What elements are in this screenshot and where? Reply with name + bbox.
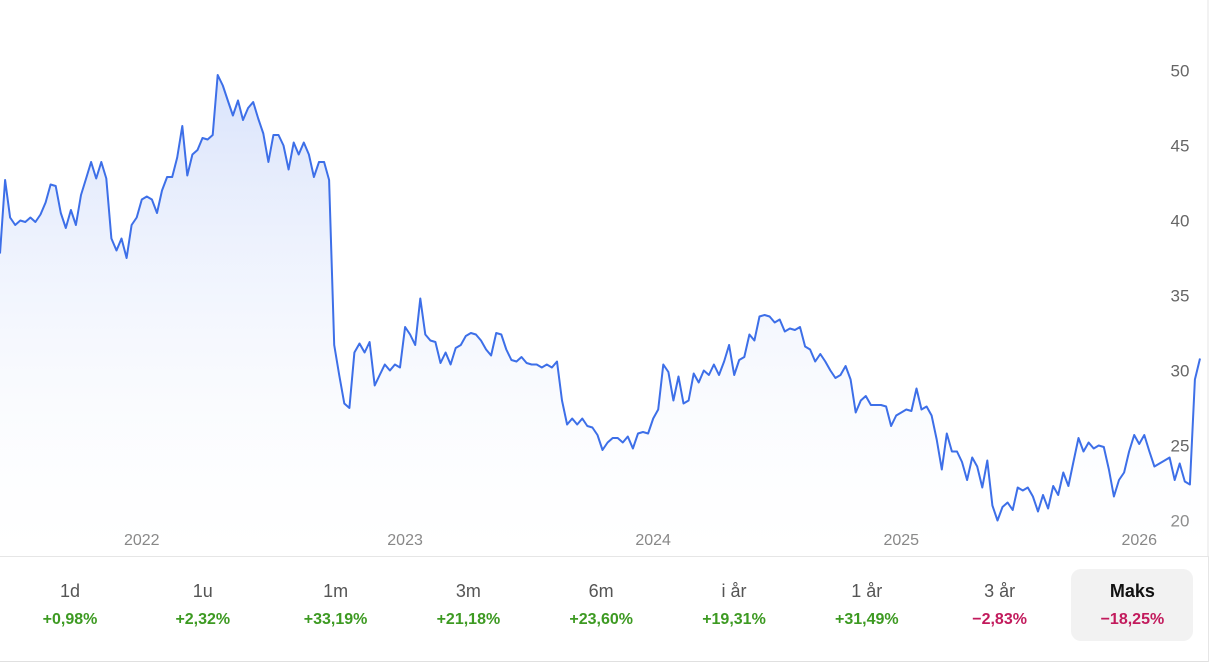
period-button[interactable]: 1 år +31,49% xyxy=(806,569,928,641)
period-label: 1d xyxy=(59,581,81,601)
period-label: 1m xyxy=(323,581,349,601)
period-button[interactable]: Maks −18,25% xyxy=(1071,569,1194,641)
period-change: +23,60% xyxy=(569,611,633,628)
y-tick-label: 40 xyxy=(1171,211,1190,230)
period-label: 1u xyxy=(192,581,213,601)
period-button[interactable]: 6m +23,60% xyxy=(540,569,662,641)
price-line xyxy=(0,74,1201,522)
period-label: 3m xyxy=(455,581,481,601)
y-tick-label: 50 xyxy=(1171,61,1190,80)
period-button[interactable]: 1m +33,19% xyxy=(275,569,397,641)
y-tick-label: 35 xyxy=(1171,286,1190,305)
period-change: +21,18% xyxy=(436,611,501,628)
period-button[interactable]: 3m +21,18% xyxy=(407,569,529,641)
period-change: +31,49% xyxy=(834,611,899,628)
y-tick-label: 30 xyxy=(1171,361,1190,380)
period-label: i år xyxy=(721,581,747,601)
period-label: Maks xyxy=(1109,581,1155,601)
period-label: 6m xyxy=(588,581,614,601)
period-change: +0,98% xyxy=(42,611,98,628)
period-button[interactable]: 3 år −2,83% xyxy=(939,569,1061,641)
period-change: +2,32% xyxy=(175,611,231,628)
period-label: 3 år xyxy=(984,581,1016,601)
period-change: +33,19% xyxy=(303,611,368,628)
period-button[interactable]: i år +19,31% xyxy=(673,569,795,641)
period-button[interactable]: 1u +2,32% xyxy=(142,569,264,641)
y-tick-label: 25 xyxy=(1171,436,1190,455)
chart: 2025303540455020222023202420252026 xyxy=(0,0,1209,556)
period-label: 1 år xyxy=(851,581,883,601)
period-change: −2,83% xyxy=(972,611,1027,628)
period-button[interactable]: 1d +0,98% xyxy=(9,569,131,641)
y-tick-label: 45 xyxy=(1171,136,1190,155)
period-change: +19,31% xyxy=(702,611,766,628)
period-bar: 1d +0,98% 1u +2,32% 1m +33,19% 3m +21,18% 6m +23,… xyxy=(0,556,1209,662)
period-change: −18,25% xyxy=(1100,611,1165,628)
area xyxy=(0,75,1200,555)
